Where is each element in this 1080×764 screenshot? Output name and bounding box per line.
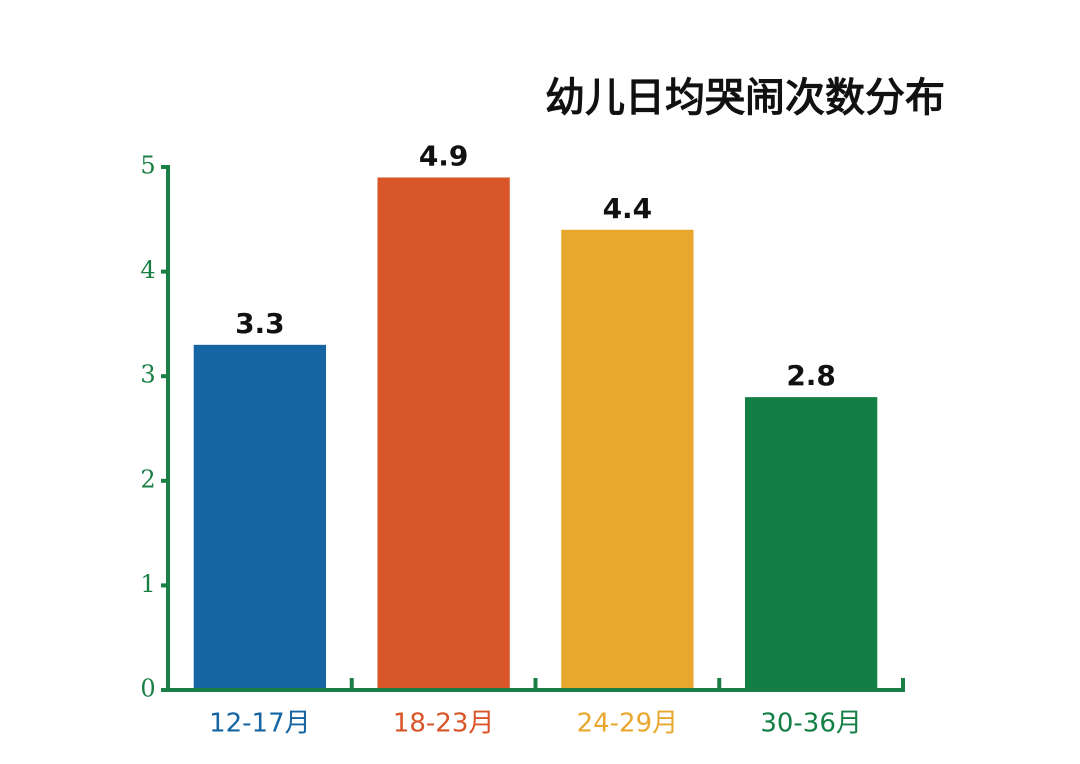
y-tick-label: 4 bbox=[140, 256, 155, 284]
x-tick-label: 30-36月 bbox=[760, 709, 862, 739]
chart-title: 幼儿日均哭闹次数分布 bbox=[545, 75, 945, 121]
bar bbox=[377, 177, 510, 690]
y-tick-label: 3 bbox=[140, 361, 155, 389]
value-label: 4.4 bbox=[603, 192, 653, 225]
x-tick-label: 18-23月 bbox=[393, 709, 495, 739]
y-tick-label: 2 bbox=[140, 465, 155, 493]
y-tick-label: 1 bbox=[140, 570, 155, 598]
y-tick-label: 0 bbox=[140, 675, 155, 703]
bar bbox=[561, 229, 694, 690]
bar bbox=[744, 397, 878, 690]
value-label: 3.3 bbox=[235, 307, 285, 340]
x-tick-label: 24-29月 bbox=[577, 709, 679, 739]
y-tick-label: 5 bbox=[140, 152, 155, 180]
x-tick-label: 12-17月 bbox=[209, 709, 311, 739]
value-label: 2.8 bbox=[786, 359, 836, 392]
bar bbox=[193, 344, 327, 690]
value-label: 4.9 bbox=[419, 139, 469, 172]
